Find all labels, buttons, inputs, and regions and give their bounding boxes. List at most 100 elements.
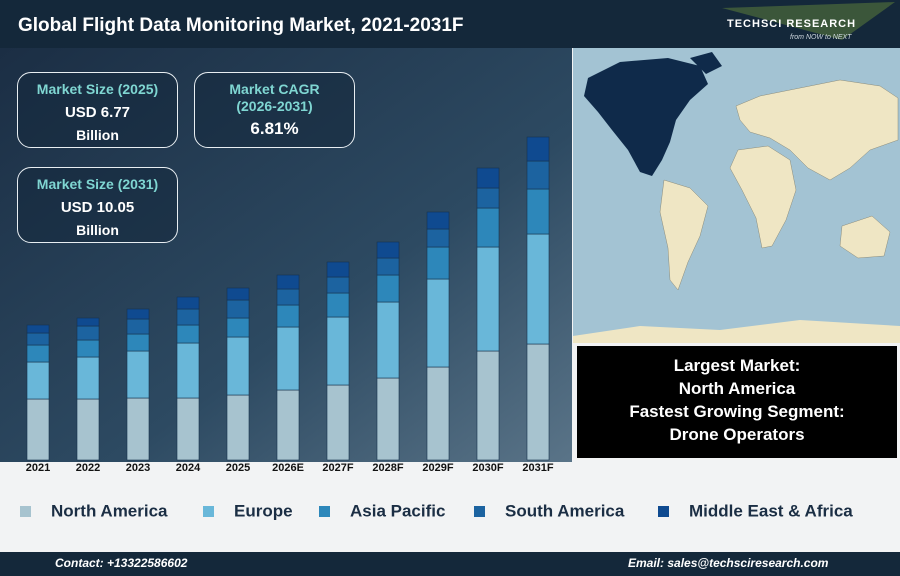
contact: Contact: +13322586602 bbox=[55, 556, 188, 570]
stat-label: Market Size (2031) bbox=[36, 176, 159, 192]
x-tick-label: 2030F bbox=[472, 462, 503, 474]
bar-segment bbox=[176, 342, 200, 399]
highlight-line: North America bbox=[678, 379, 796, 398]
bar-segment bbox=[126, 318, 150, 335]
legend-swatch bbox=[658, 506, 669, 517]
bar-segment bbox=[276, 304, 300, 328]
bar-segment bbox=[376, 301, 400, 379]
bar-segment bbox=[476, 350, 500, 461]
bar-segment bbox=[526, 343, 550, 461]
south-america bbox=[659, 179, 709, 291]
bar-segment bbox=[176, 324, 200, 344]
highlights: Largest Market: North America Fastest Gr… bbox=[577, 346, 897, 458]
bar-segment bbox=[426, 246, 450, 280]
bar-segment bbox=[476, 187, 500, 209]
stat-value: USD 10.05 bbox=[60, 199, 135, 216]
legend-label: North America bbox=[51, 501, 168, 520]
stat-label: Market CAGR (2026-2031) bbox=[229, 81, 320, 114]
x-tick-label: 2022 bbox=[76, 462, 100, 474]
bar-segment bbox=[76, 317, 100, 327]
north-america bbox=[584, 52, 722, 176]
legend-label: South America bbox=[505, 501, 625, 520]
bar-segment bbox=[126, 308, 150, 320]
footer-bar bbox=[0, 552, 900, 576]
bar-segment bbox=[276, 288, 300, 306]
bar-segment bbox=[526, 233, 550, 345]
stat-value: 6.81% bbox=[250, 119, 299, 138]
bar-segment bbox=[526, 160, 550, 190]
bar-segment bbox=[126, 333, 150, 352]
bar-segment bbox=[226, 299, 250, 319]
bar-segment bbox=[376, 241, 400, 259]
bar-segment bbox=[276, 389, 300, 461]
bar-segment bbox=[426, 228, 450, 248]
bar-segment bbox=[376, 377, 400, 461]
bar-segment bbox=[376, 274, 400, 303]
bar-segment bbox=[226, 317, 250, 338]
logo-name: TECHSCI RESEARCH bbox=[727, 18, 856, 30]
bar-segment bbox=[226, 287, 250, 301]
logo-bg bbox=[722, 2, 900, 46]
title: Global Flight Data Monitoring Market, 20… bbox=[18, 15, 464, 36]
bar-segment bbox=[476, 207, 500, 248]
stat-unit: Billion bbox=[76, 222, 119, 238]
x-tick-label: 2031F bbox=[522, 462, 553, 474]
bar-segment bbox=[476, 167, 500, 189]
bar-segment bbox=[76, 398, 100, 461]
stat-unit: Billion bbox=[76, 127, 119, 143]
bar-segment bbox=[176, 308, 200, 326]
bar-segment bbox=[26, 398, 50, 461]
map bbox=[573, 48, 900, 343]
antarctica bbox=[573, 320, 900, 343]
bar-segment bbox=[526, 188, 550, 235]
bar-segment bbox=[226, 394, 250, 461]
eurasia bbox=[735, 79, 899, 181]
bar-segment bbox=[476, 246, 500, 352]
x-tick-label: 2023 bbox=[126, 462, 150, 474]
australia bbox=[839, 215, 891, 259]
highlight-line: Largest Market: bbox=[673, 356, 801, 375]
x-tick-label: 2027F bbox=[322, 462, 353, 474]
africa bbox=[729, 145, 797, 249]
bar-segment bbox=[426, 211, 450, 230]
bar-segment bbox=[426, 278, 450, 368]
bar-segment bbox=[326, 292, 350, 318]
stat-value: USD 6.77 bbox=[64, 104, 131, 121]
legend-label: Europe bbox=[234, 501, 293, 520]
legend-label: Asia Pacific bbox=[350, 501, 445, 520]
bar-segment bbox=[226, 336, 250, 396]
stat-box: Market Size (2031) USD 10.05 Billion bbox=[17, 167, 178, 243]
bar-segment bbox=[126, 350, 150, 399]
bar-segment bbox=[276, 274, 300, 290]
bar-segment bbox=[326, 316, 350, 386]
highlight-line: Drone Operators bbox=[669, 425, 805, 444]
bar-segment bbox=[176, 296, 200, 310]
bar-segment bbox=[376, 257, 400, 276]
bar-segment bbox=[76, 339, 100, 358]
stat-box: Market Size (2025) USD 6.77 Billion bbox=[17, 72, 178, 148]
stat-box: Market CAGR (2026-2031) 6.81% bbox=[194, 72, 355, 148]
logo-tagline: from NOW to NEXT bbox=[790, 34, 852, 41]
x-tick-label: 2024 bbox=[176, 462, 201, 474]
x-tick-label: 2026E bbox=[272, 462, 304, 474]
bar-segment bbox=[526, 136, 550, 162]
x-tick-label: 2028F bbox=[372, 462, 403, 474]
bar-segment bbox=[76, 325, 100, 341]
bar-segment bbox=[326, 261, 350, 278]
x-tick-label: 2021 bbox=[26, 462, 50, 474]
bar-segment bbox=[276, 326, 300, 391]
bar-segment bbox=[26, 324, 50, 334]
bar-segment bbox=[126, 397, 150, 461]
bar-segment bbox=[76, 356, 100, 400]
bar-segment bbox=[426, 366, 450, 461]
x-tick-label: 2029F bbox=[422, 462, 453, 474]
bar-segment bbox=[326, 384, 350, 461]
legend-swatch bbox=[20, 506, 31, 517]
legend-swatch bbox=[474, 506, 485, 517]
highlight-line: Fastest Growing Segment: bbox=[629, 402, 845, 421]
bar-segment bbox=[26, 361, 50, 400]
legend-swatch bbox=[319, 506, 330, 517]
bar-segment bbox=[26, 332, 50, 346]
